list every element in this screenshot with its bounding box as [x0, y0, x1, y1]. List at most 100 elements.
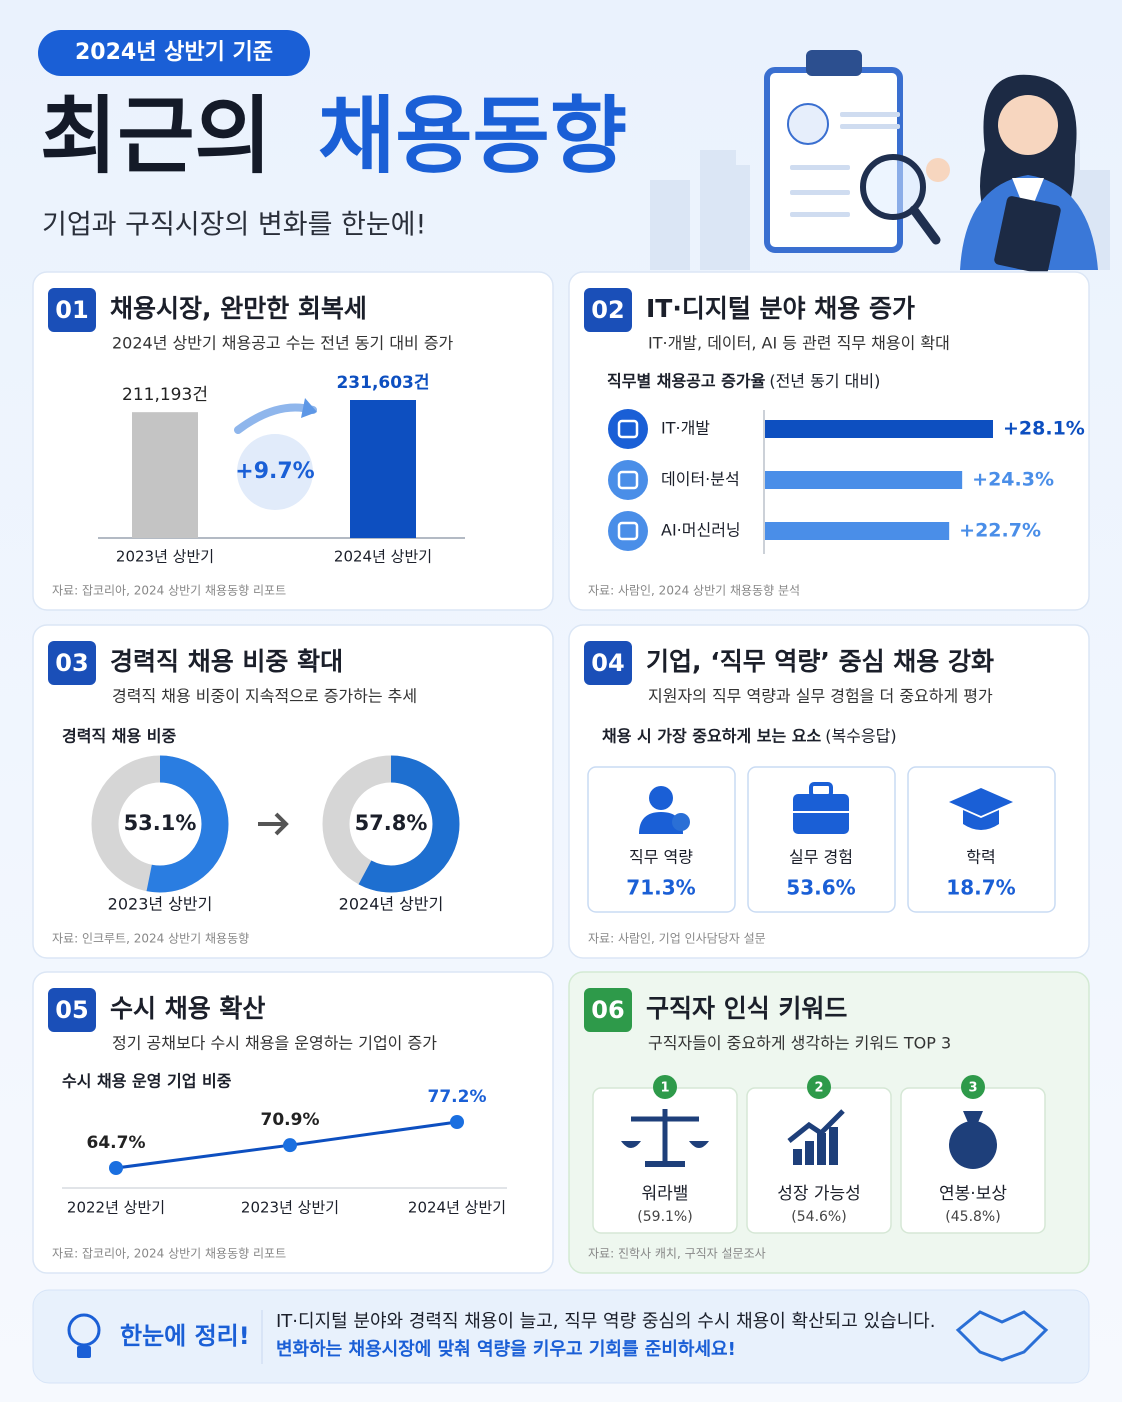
arrow: [258, 812, 289, 836]
arrow-head: [301, 398, 317, 418]
factor-value: 18.7%: [946, 876, 1015, 900]
factor-label: 학력: [966, 848, 995, 867]
tablet: [994, 196, 1061, 275]
category-label: 2023년 상반기: [116, 548, 214, 566]
icon-shape: [805, 1141, 814, 1165]
number-badge: [584, 988, 632, 1032]
keyword-label: 연봉·보상: [939, 1184, 1007, 1204]
card-subtitle: 2024년 상반기 채용공고 수는 전년 동기 대비 증가: [112, 334, 454, 353]
text-line: [840, 124, 900, 129]
source: 자료: 진학사 캐치, 구직자 설문조사: [588, 1247, 766, 1261]
category-icon: [608, 409, 648, 449]
category-icon-glyph: [617, 521, 639, 541]
category-label: AI·머신러닝: [661, 521, 741, 540]
card-title: 경력직 채용 비중 확대: [110, 647, 343, 676]
donut-hole: [350, 783, 432, 865]
factor-value: 71.3%: [626, 876, 695, 900]
factor-card: [747, 766, 896, 913]
change-label: +9.7%: [235, 459, 314, 484]
chart-title: 경력직 채용 비중: [62, 727, 176, 746]
change-badge: [237, 434, 313, 510]
card-subtitle: IT·개발, 데이터, AI 등 관련 직무 채용이 확대: [648, 334, 950, 353]
chart-note: (전년 동기 대비): [769, 372, 880, 391]
bar: [132, 412, 198, 538]
category-icon: [608, 460, 648, 500]
bar: [765, 471, 963, 489]
text-line: [790, 165, 850, 170]
card: [568, 271, 1090, 611]
rank-badge: [807, 1075, 831, 1099]
text-line: [790, 212, 850, 217]
value-label: 231,603건: [336, 373, 429, 393]
point: [283, 1138, 297, 1153]
shirt: [1012, 178, 1044, 218]
illustration: [650, 50, 1110, 275]
rank: 3: [968, 1081, 977, 1096]
magnifier-handle: [909, 205, 941, 245]
chart-note: (복수응답): [825, 727, 896, 746]
icon-shape: [645, 1161, 685, 1167]
card-title: 구직자 인식 키워드: [646, 994, 847, 1023]
category-label: 2024년 상반기: [339, 895, 444, 914]
handshake-icon: [955, 1310, 1049, 1362]
donut-arc: [322, 755, 460, 893]
title-blue: 채용동향: [318, 87, 627, 185]
icon-shape: [639, 812, 683, 834]
card-subtitle: 경력직 채용 비중이 지속적으로 증가하는 추세: [112, 687, 417, 706]
rank: 1: [660, 1081, 669, 1096]
icon-shape: [963, 810, 999, 830]
icon-shape: [949, 1121, 997, 1169]
bulb-base: [77, 1346, 91, 1358]
value-label: 64.7%: [87, 1133, 146, 1153]
keyword-label: 성장 가능성: [777, 1184, 861, 1204]
source: 자료: 잡코리아, 2024 상반기 채용동향 리포트: [52, 584, 286, 598]
magnifier: [860, 154, 926, 220]
keyword-share: (59.1%): [637, 1209, 692, 1225]
icon-shape: [963, 1111, 983, 1125]
source: 자료: 사람인, 2024 상반기 채용동향 분석: [588, 584, 800, 598]
category-icon-glyph: [617, 470, 639, 490]
value-label: 77.2%: [428, 1087, 487, 1107]
value-label: 70.9%: [261, 1110, 320, 1130]
cards: 01 채용시장, 완만한 회복세 2024년 상반기 채용공고 수는 전년 동기 대…: [32, 271, 1090, 1274]
source: 자료: 인크루트, 2024 상반기 채용동향: [52, 932, 249, 946]
rank-badge: [653, 1075, 677, 1099]
number-badge: [584, 641, 632, 685]
number-badge: [584, 288, 632, 332]
factor-card: [587, 766, 736, 913]
summary-line: IT·디지털 분야와 경력직 채용이 늘고, 직무 역량 중심의 수시 채용이 …: [276, 1311, 935, 1332]
icon-shape: [809, 782, 833, 798]
summary-box: [32, 1289, 1090, 1384]
icon-shape: [621, 1141, 709, 1148]
card-subtitle: 지원자의 직무 역량과 실무 경험을 더 중요하게 평가: [648, 687, 993, 706]
building: [650, 180, 690, 270]
category-label: 2022년 상반기: [67, 1199, 165, 1217]
card-title: 기업, ‘직무 역량’ 중심 채용 강화: [646, 647, 994, 676]
source: 자료: 사람인, 기업 인사담당자 설문: [588, 932, 766, 946]
number: 02: [591, 296, 624, 324]
chart-title: 직무별 채용공고 증가율: [607, 372, 766, 391]
bar: [765, 522, 950, 540]
title-black: 최근의: [40, 87, 272, 185]
factor-label: 직무 역량: [629, 848, 693, 867]
icon-shape: [817, 1133, 826, 1165]
value-label: +28.1%: [1003, 418, 1085, 440]
bar: [350, 400, 416, 538]
number-badge: [48, 988, 96, 1032]
avatar: [787, 103, 829, 145]
factor-label: 실무 경험: [789, 848, 853, 867]
factor-card: [907, 766, 1056, 913]
category-label: 2023년 상반기: [241, 1199, 339, 1217]
icon-shape: [793, 794, 849, 834]
icon-shape: [949, 788, 1013, 816]
source: 자료: 잡코리아, 2024 상반기 채용동향 리포트: [52, 1247, 286, 1261]
icon-shape: [787, 1109, 845, 1143]
number: 01: [55, 296, 88, 324]
donut-hole: [119, 783, 201, 865]
number: 06: [591, 996, 624, 1024]
keyword-share: (45.8%): [945, 1209, 1000, 1225]
value-label: +22.7%: [959, 520, 1041, 542]
number: 04: [591, 649, 624, 677]
